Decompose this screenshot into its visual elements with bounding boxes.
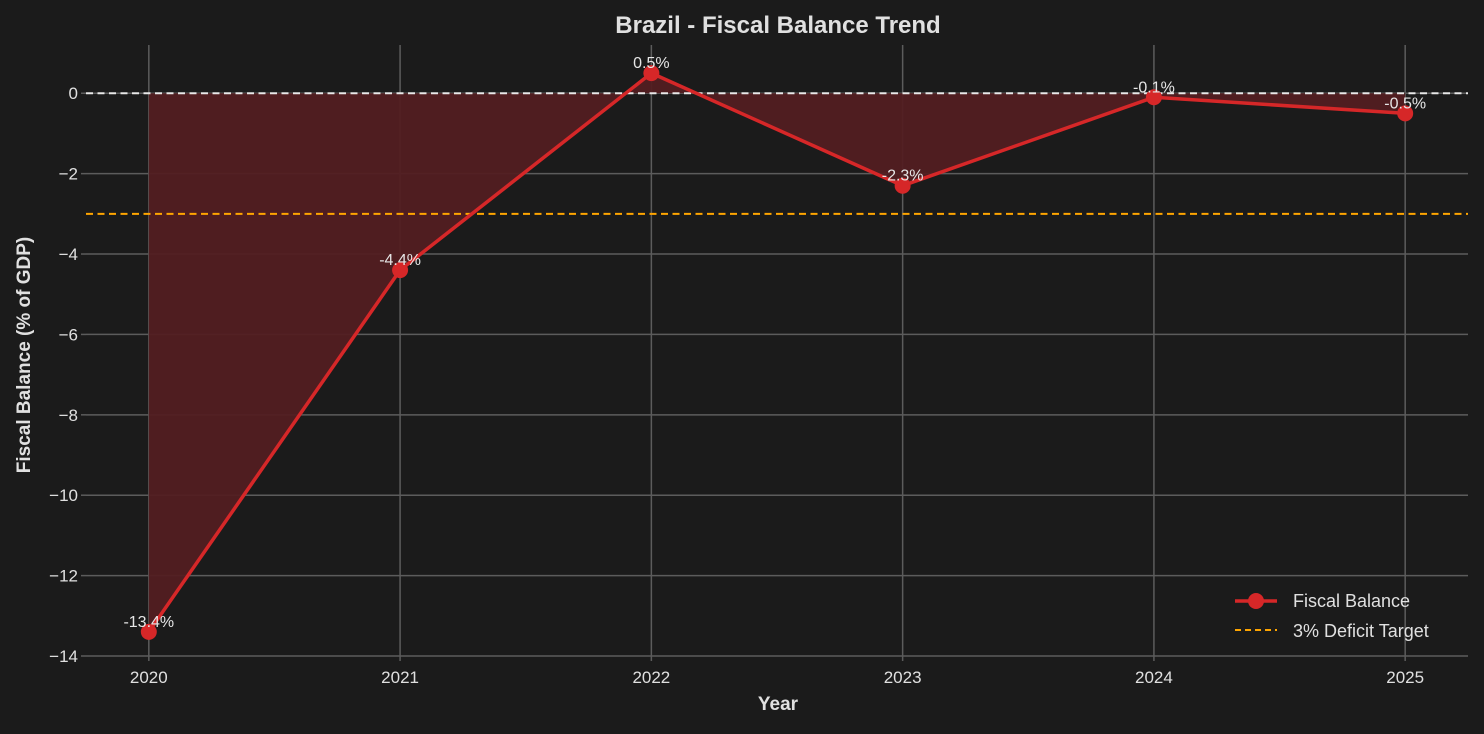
- chart-title: Brazil - Fiscal Balance Trend: [615, 12, 940, 39]
- y-tick-label: −4: [59, 245, 78, 264]
- legend: Fiscal Balance 3% Deficit Target: [1235, 591, 1429, 641]
- data-label: -4.4%: [379, 252, 421, 269]
- data-label: -2.3%: [882, 168, 924, 185]
- data-point-marker: [1145, 89, 1162, 106]
- legend-item-deficit-target: 3% Deficit Target: [1235, 621, 1429, 641]
- legend-label: Fiscal Balance: [1293, 591, 1410, 611]
- x-tick-label: 2025: [1386, 668, 1424, 687]
- y-tick-label: −10: [49, 486, 78, 505]
- fiscal-balance-line: [147, 71, 1406, 633]
- x-tick-label: 2024: [1135, 668, 1173, 687]
- y-axis-ticks: 0 −2 −4 −6 −8 −10 −12 −14: [49, 84, 86, 666]
- fill-area: [148, 73, 1406, 632]
- data-label: 0.5%: [633, 55, 669, 72]
- y-tick-label: −2: [59, 165, 78, 184]
- data-point-marker: [392, 262, 409, 279]
- legend-circle-marker-icon: [1248, 593, 1264, 609]
- y-axis-label: Fiscal Balance (% of GDP): [14, 237, 35, 474]
- data-labels: -13.4% -4.4% 0.5% -2.3% -0.1% -0.5%: [123, 55, 1426, 631]
- legend-item-fiscal-balance: Fiscal Balance: [1235, 591, 1410, 611]
- y-tick-label: 0: [69, 84, 78, 103]
- data-point-marker: [643, 65, 660, 82]
- x-axis-label: Year: [758, 694, 799, 715]
- x-axis-ticks: 2020 2021 2022 2023 2024 2025: [130, 656, 1424, 687]
- x-tick-label: 2021: [381, 668, 419, 687]
- reference-lines: [86, 92, 1468, 215]
- series-line: [140, 65, 1414, 640]
- data-point-marker: [1397, 105, 1414, 122]
- data-point-marker: [140, 623, 157, 640]
- x-tick-label: 2020: [130, 668, 168, 687]
- fill-to-zero-area: [148, 73, 1406, 632]
- data-label: -0.5%: [1384, 95, 1426, 112]
- legend-label: 3% Deficit Target: [1293, 621, 1429, 641]
- x-tick-label: 2023: [884, 668, 922, 687]
- y-tick-label: −6: [59, 325, 78, 344]
- y-tick-label: −8: [59, 406, 78, 425]
- data-label: -0.1%: [1133, 79, 1175, 96]
- y-tick-label: −12: [49, 567, 78, 586]
- data-point-marker: [894, 177, 911, 194]
- data-label: -13.4%: [123, 614, 174, 631]
- y-tick-label: −14: [49, 647, 78, 666]
- x-tick-label: 2022: [632, 668, 670, 687]
